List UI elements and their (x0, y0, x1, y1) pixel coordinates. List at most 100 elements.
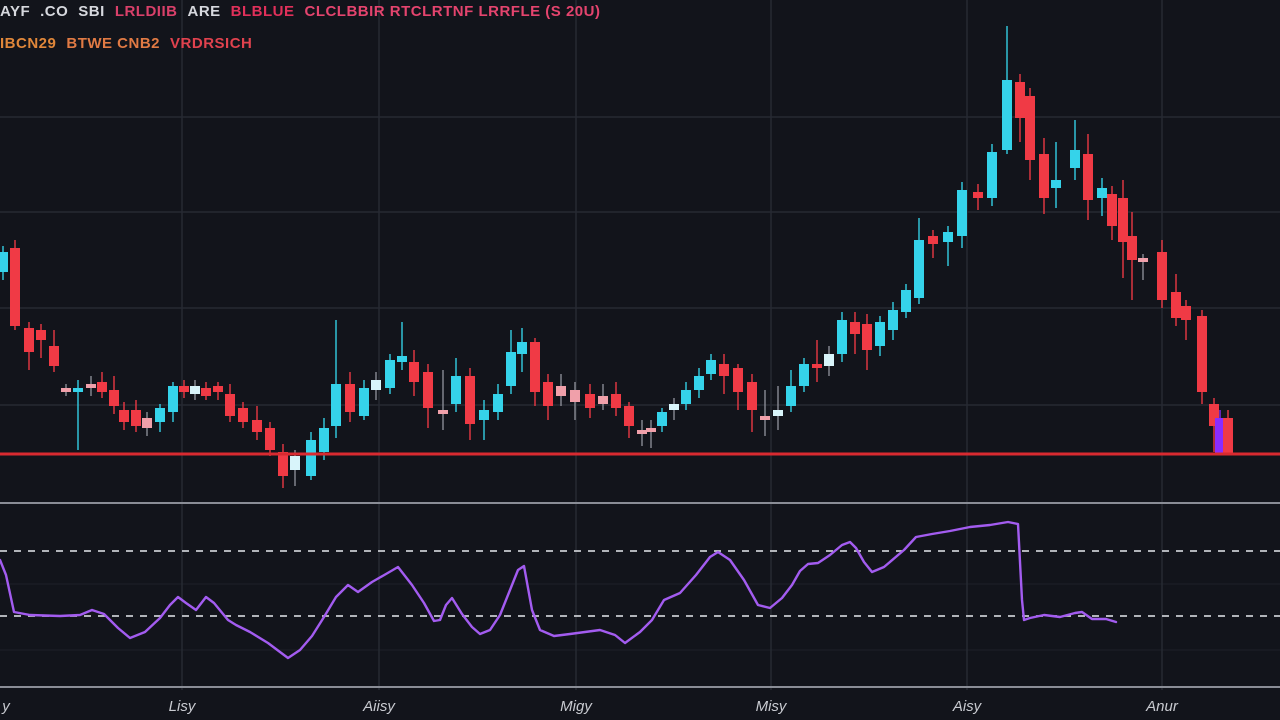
candle-body (493, 394, 503, 412)
candle-body (637, 430, 647, 434)
candle-body (73, 388, 83, 392)
candle-body (506, 352, 516, 386)
candle-body (1039, 154, 1049, 198)
candle-body (0, 252, 8, 272)
candle-body (24, 328, 34, 352)
candle-body (265, 428, 275, 450)
candle-body (1083, 154, 1093, 200)
candle-body (479, 410, 489, 420)
candle-body (345, 384, 355, 412)
candle-body (1157, 252, 1167, 300)
candle-body (10, 248, 20, 326)
candle-body (862, 324, 872, 350)
indicator-legend-row-2: IBCN29 BTWE CNB2 VRDRSICH (0, 35, 262, 52)
candle-body (1002, 80, 1012, 150)
candle-body (1127, 236, 1137, 260)
candle-body (543, 382, 553, 406)
candle-body (1215, 418, 1225, 454)
candle-body (733, 368, 743, 392)
time-axis-label: Migy (560, 698, 592, 715)
candle-body (119, 410, 129, 422)
candle-body (812, 364, 822, 368)
candle-body (190, 386, 200, 394)
candle-body (1197, 316, 1207, 392)
candle-body (168, 386, 178, 412)
candle-body (669, 404, 679, 410)
candle-body (611, 394, 621, 408)
candle-body (306, 440, 316, 476)
candle-body (1223, 418, 1233, 454)
candle-body (1138, 258, 1148, 262)
candle-body (585, 394, 595, 408)
legend-item: LRLDIIB (114, 3, 178, 20)
candle-body (201, 388, 211, 396)
candle-body (1015, 82, 1025, 118)
candle-body (238, 408, 248, 422)
candle-body (1070, 150, 1080, 168)
candle-body (875, 322, 885, 346)
candle-body (760, 416, 770, 420)
candle-body (109, 390, 119, 406)
candle-body (657, 412, 667, 426)
candle-body (837, 320, 847, 354)
legend-item: SBI (78, 3, 105, 20)
candle-body (86, 384, 96, 388)
candle-body (694, 376, 704, 390)
candle-body (681, 390, 691, 404)
candle-body (290, 456, 300, 470)
candle-body (824, 354, 834, 366)
candle-body (131, 410, 141, 426)
candle-body (142, 418, 152, 428)
candle-body (747, 382, 757, 410)
candle-body (1171, 292, 1181, 318)
legend-item: BLBLUE (230, 3, 295, 20)
candle-body (901, 290, 911, 312)
candle-body (1051, 180, 1061, 188)
candle-body (1025, 96, 1035, 160)
candle-body (987, 152, 997, 198)
candle-body (1097, 188, 1107, 198)
candle-body (1118, 198, 1128, 242)
candle-body (646, 428, 656, 432)
candle-body (719, 364, 729, 376)
candle-body (359, 388, 369, 416)
time-axis-label: y (2, 698, 10, 715)
indicator-legend-row-1: AYF .CO SBI LRLDIIB ARE BLBLUE CLCLBBIR RTCLRT… (0, 3, 610, 20)
candle-body (973, 192, 983, 198)
legend-item: AYF (0, 3, 31, 20)
candle-body (385, 360, 395, 388)
candle-body (61, 388, 71, 392)
candle-body (943, 232, 953, 242)
candle-body (1209, 404, 1219, 426)
candle-body (36, 330, 46, 340)
time-axis-label: Aiisy (363, 698, 395, 715)
time-axis-label: Lisy (168, 698, 196, 715)
legend-item: CLCLBBIR RTCLRTNF LRRFLE (S 20U) (304, 3, 601, 20)
candle-body (773, 410, 783, 416)
candle-body (517, 342, 527, 354)
candle-body (888, 310, 898, 330)
candle-body (850, 322, 860, 334)
candle-body (49, 346, 59, 366)
candle-body (451, 376, 461, 404)
legend-item: ARE (187, 3, 221, 20)
candle-body (179, 386, 189, 392)
candle-body (331, 384, 341, 426)
candle-body (786, 386, 796, 406)
candle-body (225, 394, 235, 416)
candle-body (556, 386, 566, 396)
candle-body (423, 372, 433, 408)
candle-body (409, 362, 419, 382)
candle-body (371, 380, 381, 390)
time-axis-label: Aisy (952, 698, 982, 715)
candle-body (530, 342, 540, 392)
legend-item: BTWE CNB2 (66, 35, 161, 52)
candle-body (598, 396, 608, 404)
candle-body (799, 364, 809, 386)
candle-body (97, 382, 107, 392)
time-axis-label: Misy (755, 698, 787, 715)
candle-body (252, 420, 262, 432)
legend-item: VRDRSICH (170, 35, 253, 52)
